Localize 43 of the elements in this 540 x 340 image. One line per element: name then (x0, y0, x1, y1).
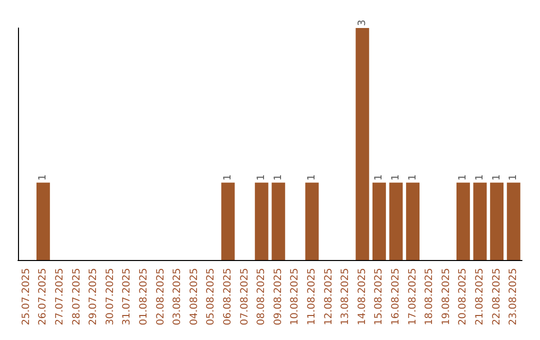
x-tick-label: 12.08.2025 (323, 268, 334, 326)
x-tick-label: 02.08.2025 (155, 268, 166, 326)
x-tick-label: 16.08.2025 (390, 268, 402, 326)
x-tick-label: 25.07.2025 (20, 268, 32, 326)
x-tick-label: 22.08.2025 (491, 268, 502, 326)
data-label: 1 (508, 174, 520, 181)
data-label: 1 (222, 174, 234, 181)
x-tick-label: 07.08.2025 (239, 268, 250, 326)
data-label: 1 (474, 174, 486, 181)
data-label: 1 (272, 174, 284, 181)
x-tick-label: 31.07.2025 (122, 268, 133, 326)
data-label: 1 (491, 174, 502, 181)
x-tick-label: 08.08.2025 (256, 268, 268, 326)
x-tick-label: 26.07.2025 (38, 268, 49, 326)
x-tick-label: 19.08.2025 (440, 268, 452, 326)
x-tick-label: 15.08.2025 (374, 268, 385, 326)
data-label: 1 (458, 174, 469, 181)
x-tick-label: 04.08.2025 (188, 268, 200, 326)
data-label: 1 (38, 174, 49, 181)
data-label: 1 (306, 174, 318, 181)
x-tick-label: 05.08.2025 (206, 268, 217, 326)
x-tick-label: 03.08.2025 (172, 268, 184, 326)
x-tick-label: 17.08.2025 (407, 268, 418, 326)
data-label: 1 (374, 174, 385, 181)
x-tick-label: 23.08.2025 (508, 268, 520, 326)
x-tick-label: 21.08.2025 (474, 268, 486, 326)
data-label: 1 (407, 174, 418, 181)
x-tick-label: 20.08.2025 (458, 268, 469, 326)
x-tick-label: 13.08.2025 (340, 268, 352, 326)
x-tick-label: 01.08.2025 (138, 268, 150, 326)
x-tick-label: 18.08.2025 (424, 268, 436, 326)
x-tick-label: 30.07.2025 (104, 268, 116, 326)
data-label: 1 (390, 174, 402, 181)
data-label: 3 (356, 20, 368, 26)
x-tick-label: 14.08.2025 (356, 268, 368, 326)
x-tick-label: 10.08.2025 (290, 268, 301, 326)
x-tick-label: 11.08.2025 (306, 268, 318, 326)
x-tick-label: 29.07.2025 (88, 268, 100, 326)
data-label: 1 (256, 174, 268, 181)
x-tick-label: 28.07.2025 (71, 268, 82, 326)
x-tick-label: 27.07.2025 (54, 268, 66, 326)
x-tick-label: 06.08.2025 (222, 268, 234, 326)
x-tick-label: 09.08.2025 (272, 268, 284, 326)
